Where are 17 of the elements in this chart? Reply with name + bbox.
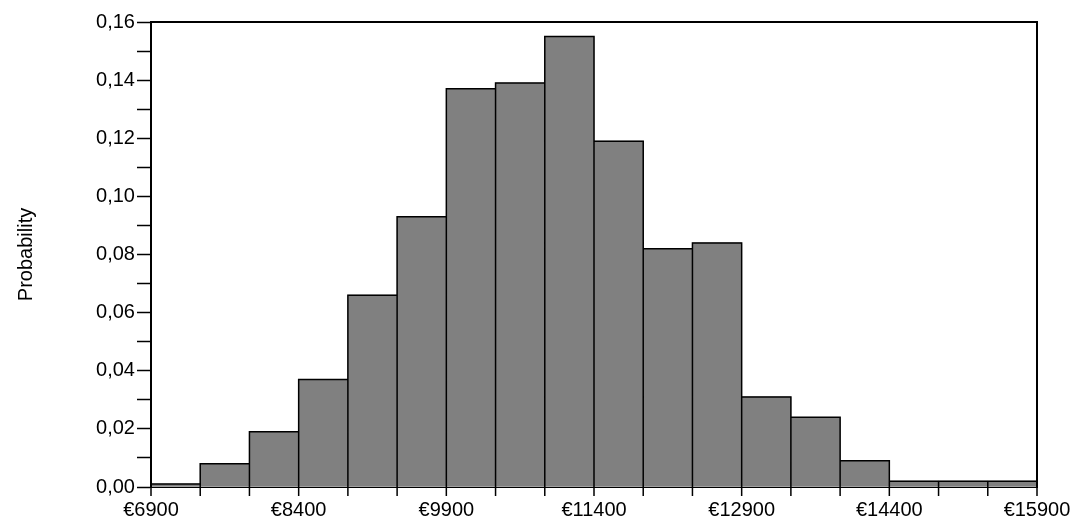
x-tick-label: €11400 — [561, 497, 627, 520]
y-tick-label: 0,04 — [96, 358, 135, 381]
x-tick-label: €8400 — [270, 497, 327, 520]
y-tick-label: 0,10 — [96, 183, 135, 206]
x-tick-label: €9900 — [418, 497, 475, 520]
y-tick-label: 0,02 — [96, 416, 135, 439]
y-tick-label: 0,00 — [96, 474, 135, 497]
y-axis-title: Probability — [13, 207, 36, 302]
y-tick-label: 0,06 — [96, 300, 135, 323]
y-tick-label: 0,08 — [96, 242, 135, 265]
x-tick-label: €15900 — [1003, 497, 1071, 520]
x-tick-label: €14400 — [855, 497, 923, 520]
x-tick-label: €12900 — [708, 497, 776, 520]
x-tick-label: €6900 — [123, 497, 179, 520]
y-tick-label: 0,14 — [96, 67, 135, 90]
y-tick-label: 0,16 — [96, 9, 135, 32]
y-tick-label: 0,12 — [96, 125, 135, 148]
